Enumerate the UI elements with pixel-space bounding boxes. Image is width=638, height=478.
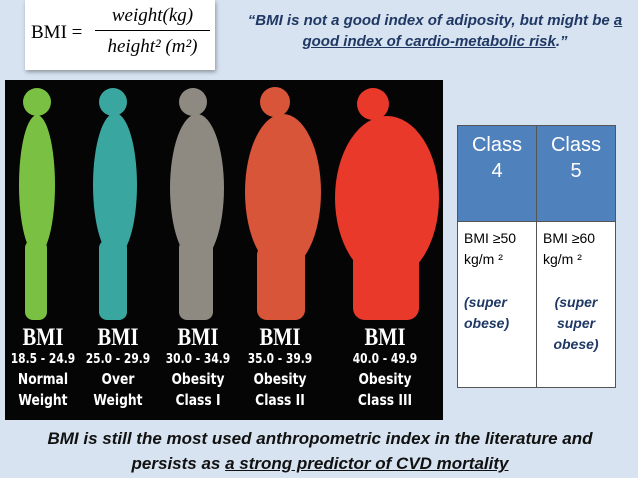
class-line: Class I: [175, 391, 221, 409]
header-cell: Class 4: [457, 125, 537, 222]
figure-label: BMI 18.5 - 24.9 Normal Weight: [9, 325, 78, 411]
bmi-range: 40.0 - 49.9: [352, 352, 418, 367]
bmi-label: BMI: [259, 324, 301, 351]
figure-label: BMI 40.0 - 49.9 Obesity Class III: [351, 325, 420, 411]
class-line: Weight: [18, 391, 68, 409]
silhouette: [245, 87, 321, 320]
class-line: Over: [101, 370, 135, 388]
cell-note: (super obese): [464, 294, 510, 331]
cell-note: (super super obese): [553, 294, 599, 352]
cell-bmi: BMI ≥50 kg/m ²: [464, 230, 517, 267]
bmi-label: BMI: [177, 324, 219, 351]
quote-underlined: a good index of cardio-metabolic risk: [302, 12, 623, 50]
body-cell: BMI ≥60 kg/m ² (super super obese): [536, 221, 616, 388]
silhouettes: [19, 87, 439, 320]
bmi-label: BMI: [97, 324, 139, 351]
footer-underlined: a strong predictor of CVD mortality: [225, 454, 509, 473]
silhouette: [93, 88, 137, 320]
bmi-range: 25.0 - 29.9: [85, 352, 151, 367]
footer-text: BMI is still the most used anthropometri…: [47, 429, 593, 473]
bmi-label: BMI: [22, 324, 64, 351]
figure-panel: BMI 18.5 - 24.9 Normal Weight BMI 25.0 - 29.9…: [5, 80, 443, 420]
class-line: Class II: [255, 391, 305, 409]
formula-lhs: BMI =: [31, 22, 83, 43]
silhouette: [170, 88, 224, 320]
class-line: Obesity: [171, 370, 225, 388]
figure-label: BMI 35.0 - 39.9 Obesity Class II: [246, 325, 315, 411]
header-cell: Class 5: [536, 125, 616, 222]
class-line: Class III: [357, 391, 413, 409]
header-text: Class 5: [550, 134, 601, 182]
quote-end: .”: [555, 33, 568, 50]
header-text: Class 4: [471, 134, 522, 182]
formula: BMI = weight(kg) height² (m²): [25, 0, 215, 70]
figure-label: BMI 25.0 - 29.9 Over Weight: [84, 325, 153, 411]
quote: “BMI is not a good index of adiposity, b…: [240, 10, 630, 52]
silhouette: [19, 88, 55, 320]
bmi-range: 35.0 - 39.9: [247, 352, 313, 367]
class-line: Obesity: [253, 370, 307, 388]
bmi-label: BMI: [364, 324, 406, 351]
silhouette: [335, 88, 439, 320]
bmi-range: 30.0 - 34.9: [165, 352, 231, 367]
cell-bmi: BMI ≥60 kg/m ²: [543, 230, 596, 267]
footer: BMI is still the most used anthropometri…: [20, 426, 620, 476]
formula-denominator: height² (m²): [107, 36, 198, 57]
class-table: Class 4 Class 5 BMI ≥50 kg/m ² (super obe…: [457, 125, 616, 388]
class-line: Weight: [93, 391, 143, 409]
formula-numerator: weight(kg): [95, 5, 210, 31]
body-cell: BMI ≥50 kg/m ² (super obese): [457, 221, 537, 388]
class-line: Normal: [17, 370, 69, 388]
bmi-range: 18.5 - 24.9: [10, 352, 76, 367]
class-line: Obesity: [358, 370, 412, 388]
figure-label: BMI 30.0 - 34.9 Obesity Class I: [164, 325, 233, 411]
quote-text: “BMI is not a good index of adiposity, b…: [247, 12, 614, 29]
